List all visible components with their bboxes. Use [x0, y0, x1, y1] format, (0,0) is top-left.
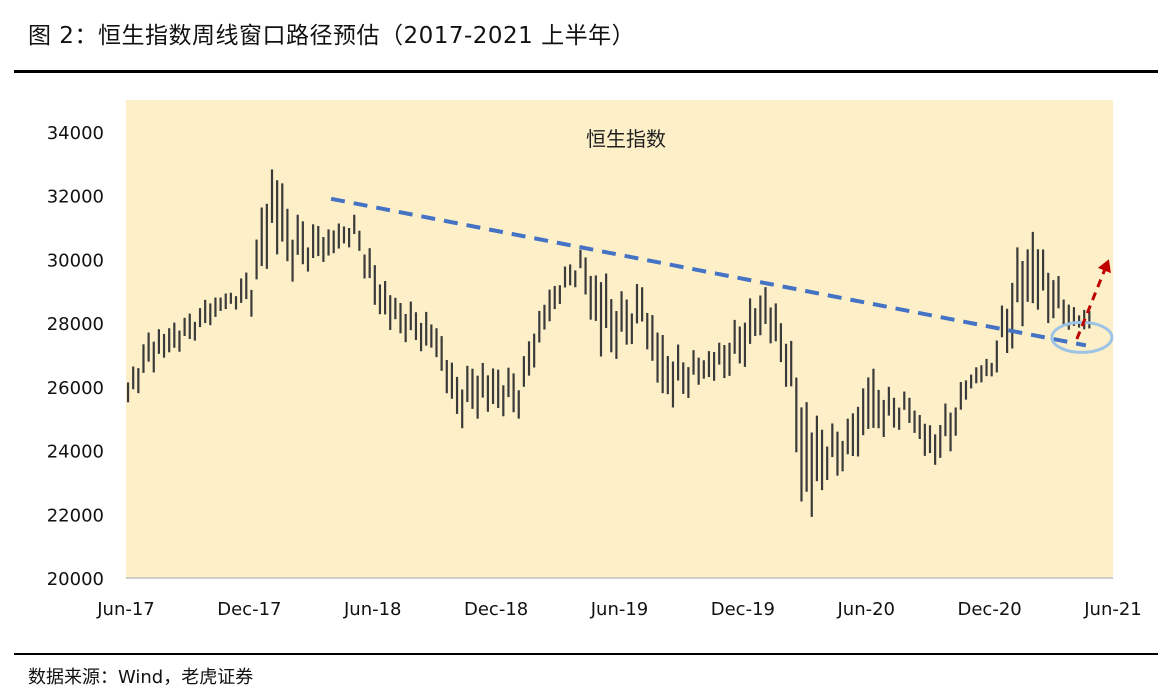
x-tick-label: Jun-17	[96, 599, 155, 620]
y-tick-label: 26000	[47, 378, 104, 399]
chart-title: 恒生指数	[586, 127, 666, 151]
candle-series	[126, 169, 1091, 517]
x-tick-label: Jun-19	[590, 599, 649, 620]
x-tick-label: Jun-21	[1083, 599, 1142, 620]
x-tick-label: Dec-19	[711, 599, 775, 620]
footer-rule	[14, 653, 1158, 655]
y-tick-label: 22000	[47, 505, 104, 526]
data-source: 数据来源：Wind，老虎证券	[28, 667, 254, 688]
y-axis-ticks: 20000 22000 24000 26000 28000 30000 32000 34000	[47, 123, 104, 590]
x-axis-ticks: Jun-17 Dec-17 Jun-18 Dec-18 Jun-19 Dec-19 Jun-…	[96, 599, 1142, 620]
x-tick-label: Dec-17	[217, 599, 281, 620]
y-tick-label: 20000	[47, 569, 104, 590]
figure-title: 图 2：恒生指数周线窗口路径预估（2017-2021 上半年）	[28, 23, 636, 49]
hang-seng-chart: 恒生指数 20000 22000 24000 26000 28000 30000 32000…	[47, 100, 1142, 620]
y-tick-label: 24000	[47, 442, 104, 463]
y-tick-label: 30000	[47, 250, 104, 271]
trendline	[330, 196, 1087, 348]
plot-background	[126, 100, 1113, 578]
highlight-ellipse	[1050, 320, 1114, 354]
x-tick-label: Jun-20	[836, 599, 895, 620]
y-tick-label: 32000	[47, 187, 104, 208]
y-tick-label: 34000	[47, 123, 104, 144]
projection-arrow	[1075, 269, 1106, 340]
x-tick-label: Jun-18	[343, 599, 402, 620]
x-tick-label: Dec-20	[958, 599, 1022, 620]
projection-arrowhead	[1097, 259, 1111, 274]
title-rule	[14, 70, 1158, 73]
y-tick-label: 28000	[47, 314, 104, 335]
x-tick-label: Dec-18	[464, 599, 528, 620]
